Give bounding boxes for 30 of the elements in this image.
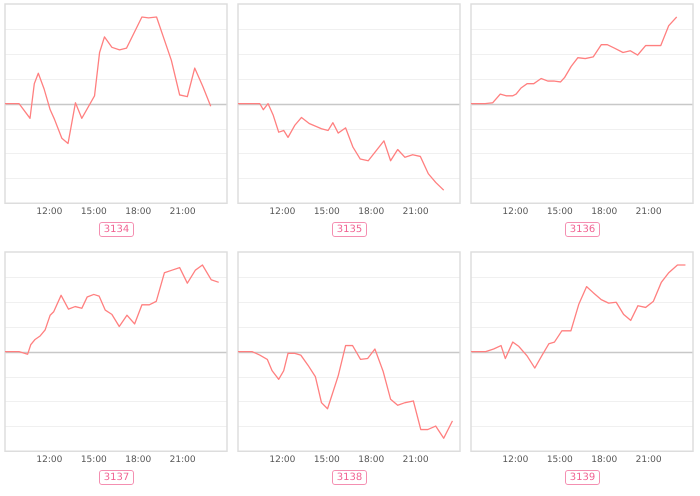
x-tick-label: 12:00 — [268, 454, 296, 465]
x-tick-label: 12:00 — [36, 454, 62, 465]
x-tick-label: 21:00 — [635, 454, 662, 465]
x-axis-title: 3139 — [564, 470, 600, 485]
x-tick-label: 15:00 — [313, 454, 340, 465]
x-tick-label: 15:00 — [546, 454, 573, 465]
x-tick-label: 15:00 — [80, 454, 107, 465]
x-tick-label: 12:00 — [502, 206, 528, 217]
x-tick-label: 18:00 — [124, 454, 151, 465]
x-tick-label: 21:00 — [402, 454, 428, 465]
x-axis-title: 3137 — [98, 470, 134, 485]
x-axis-title: 3134 — [98, 222, 134, 237]
x-tick-label: 15:00 — [546, 206, 573, 217]
x-tick-label: 12:00 — [502, 454, 528, 465]
x-tick-label: 18:00 — [590, 454, 617, 465]
x-tick-label: 21:00 — [402, 206, 428, 217]
x-tick-label: 15:00 — [80, 206, 107, 217]
x-tick-label: 12:00 — [36, 206, 62, 217]
x-tick-label: 12:00 — [268, 206, 296, 217]
x-axis-title: 3135 — [332, 222, 368, 237]
x-tick-label: 18:00 — [590, 206, 617, 217]
x-axis-title: 3138 — [332, 470, 368, 485]
x-tick-label: 18:00 — [358, 206, 384, 217]
x-tick-label: 21:00 — [169, 206, 196, 217]
x-axis-title: 3136 — [564, 222, 600, 237]
x-tick-label: 18:00 — [124, 206, 151, 217]
x-tick-label: 15:00 — [313, 206, 340, 217]
x-tick-label: 18:00 — [358, 454, 384, 465]
x-tick-label: 21:00 — [635, 206, 662, 217]
x-tick-label: 21:00 — [169, 454, 196, 465]
